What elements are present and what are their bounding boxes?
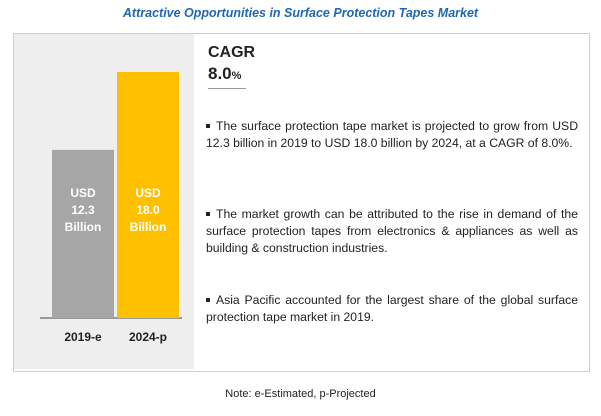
cagr-unit: % bbox=[231, 70, 242, 82]
bullet-icon bbox=[206, 123, 210, 128]
cagr-number: 8.0 bbox=[208, 64, 232, 83]
cagr-value: 8.0% bbox=[208, 64, 241, 84]
bullet-text: Asia Pacific accounted for the largest s… bbox=[206, 293, 578, 324]
bullet-text: The surface protection tape market is pr… bbox=[206, 119, 578, 150]
bullet-point: The market growth can be attributed to t… bbox=[206, 206, 578, 257]
bar-data-label: USD bbox=[70, 186, 96, 200]
x-tick-label: 2024-p bbox=[129, 330, 167, 344]
bar-data-label: Billion bbox=[130, 220, 167, 234]
cagr-divider bbox=[208, 88, 246, 89]
bullet-icon bbox=[206, 211, 210, 216]
bar-data-label: 12.3 bbox=[71, 203, 95, 217]
bullet-point: The surface protection tape market is pr… bbox=[206, 118, 578, 152]
bar-data-label: 18.0 bbox=[136, 203, 160, 217]
x-tick-label: 2019-e bbox=[64, 330, 102, 344]
footnote: Note: e-Estimated, p-Projected bbox=[225, 388, 376, 400]
bar-2019-e bbox=[52, 149, 114, 318]
bar-data-label: USD bbox=[135, 186, 161, 200]
bar-2024-p bbox=[117, 72, 179, 318]
cagr-label: CAGR bbox=[208, 44, 256, 61]
bullet-point: Asia Pacific accounted for the largest s… bbox=[206, 292, 578, 326]
bullet-text: The market growth can be attributed to t… bbox=[206, 207, 578, 255]
bar-data-label: Billion bbox=[65, 220, 102, 234]
bullet-icon bbox=[206, 297, 210, 302]
chart-title: Attractive Opportunities in Surface Prot… bbox=[122, 6, 479, 20]
